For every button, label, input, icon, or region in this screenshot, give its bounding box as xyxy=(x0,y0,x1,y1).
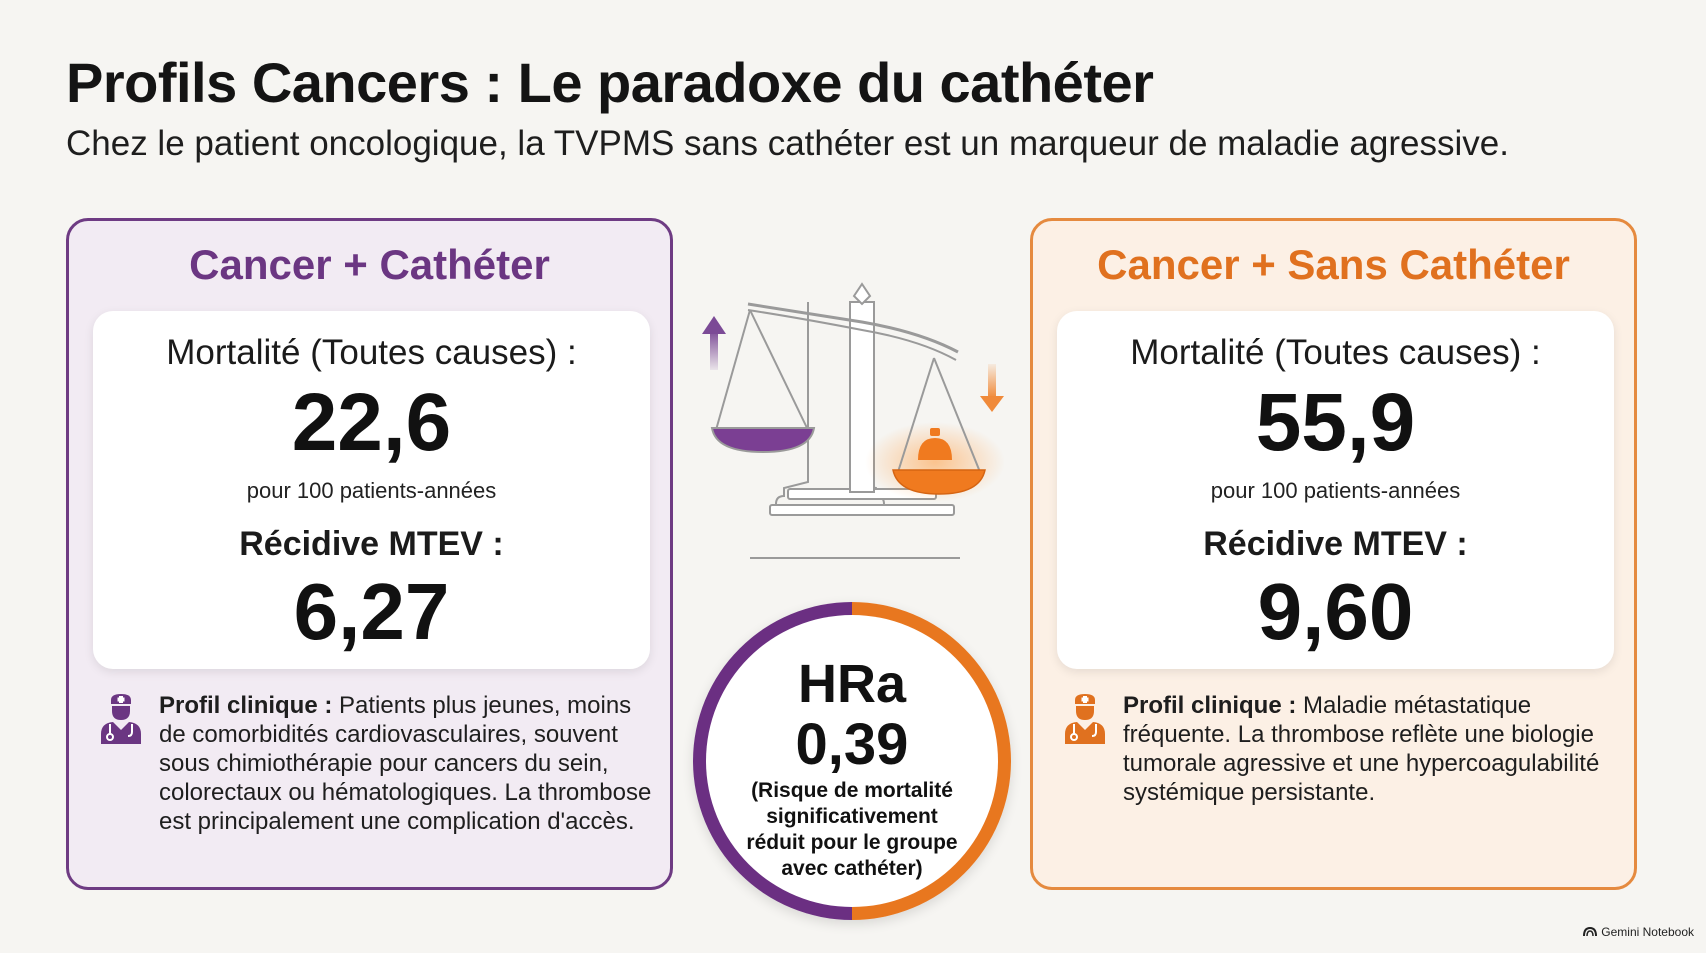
balance-scale-icon xyxy=(702,282,1005,559)
mortality-value: 55,9 xyxy=(1255,377,1416,468)
profile-label: Profil clinique : xyxy=(159,692,333,719)
hazard-ratio-label: HRa xyxy=(797,654,907,714)
mortality-unit: pour 100 patients-années xyxy=(1210,478,1461,503)
recurrence-label: Récidive MTEV : xyxy=(1203,525,1468,563)
page-title: Profils Cancers : Le paradoxe du cathéte… xyxy=(66,51,1154,114)
panel-title: Cancer + Cathéter xyxy=(189,241,550,288)
stat-card: Mortalité (Toutes causes) : 55,9 pour 10… xyxy=(1057,311,1614,669)
recurrence-label: Récidive MTEV : xyxy=(239,525,504,563)
clinical-profile: Profil clinique : Patients plus jeunes, … xyxy=(159,691,659,836)
mortality-value: 22,6 xyxy=(291,377,452,468)
arrow-up-icon xyxy=(702,316,726,370)
recurrence-value: 9,60 xyxy=(1257,567,1414,656)
footer-brand: Gemini Notebook xyxy=(1583,925,1694,939)
hazard-ratio-value: 0,39 xyxy=(795,712,909,777)
mortality-label: Mortalité (Toutes causes) : xyxy=(1130,333,1541,372)
mortality-label: Mortalité (Toutes causes) : xyxy=(166,333,577,372)
hazard-ratio-badge: HRa 0,39 (Risque de mortalité significat… xyxy=(693,602,1011,920)
panel-cancer-catheter: Cancer + Cathéter Mortalité (Toutes caus… xyxy=(66,218,673,890)
clinical-profile: Profil clinique : Maladie métastatique f… xyxy=(1123,691,1623,807)
doctor-icon xyxy=(1065,694,1105,744)
recurrence-value: 6,27 xyxy=(293,567,450,656)
profile-text: Patients plus jeunes, moins de comorbidi… xyxy=(159,692,652,835)
hazard-ratio-inner: HRa 0,39 (Risque de mortalité significat… xyxy=(706,615,998,907)
doctor-icon xyxy=(101,694,141,744)
footer-brand-label: Gemini Notebook xyxy=(1601,925,1694,939)
page-subtitle: Chez le patient oncologique, la TVPMS sa… xyxy=(66,124,1509,163)
profile-label: Profil clinique : xyxy=(1123,692,1297,719)
mortality-unit: pour 100 patients-années xyxy=(246,478,497,503)
arrow-down-icon xyxy=(980,364,1004,412)
stat-card: Mortalité (Toutes causes) : 22,6 pour 10… xyxy=(93,311,650,669)
panel-title: Cancer + Sans Cathéter xyxy=(1097,241,1570,288)
gemini-logo-icon xyxy=(1583,927,1598,937)
profile-text: Maladie métastatique fréquente. La throm… xyxy=(1123,692,1600,806)
hazard-ratio-note: (Risque de mortalité significativement r… xyxy=(746,779,958,880)
panel-cancer-sans-catheter: Cancer + Sans Cathéter Mortalité (Toutes… xyxy=(1030,218,1637,890)
